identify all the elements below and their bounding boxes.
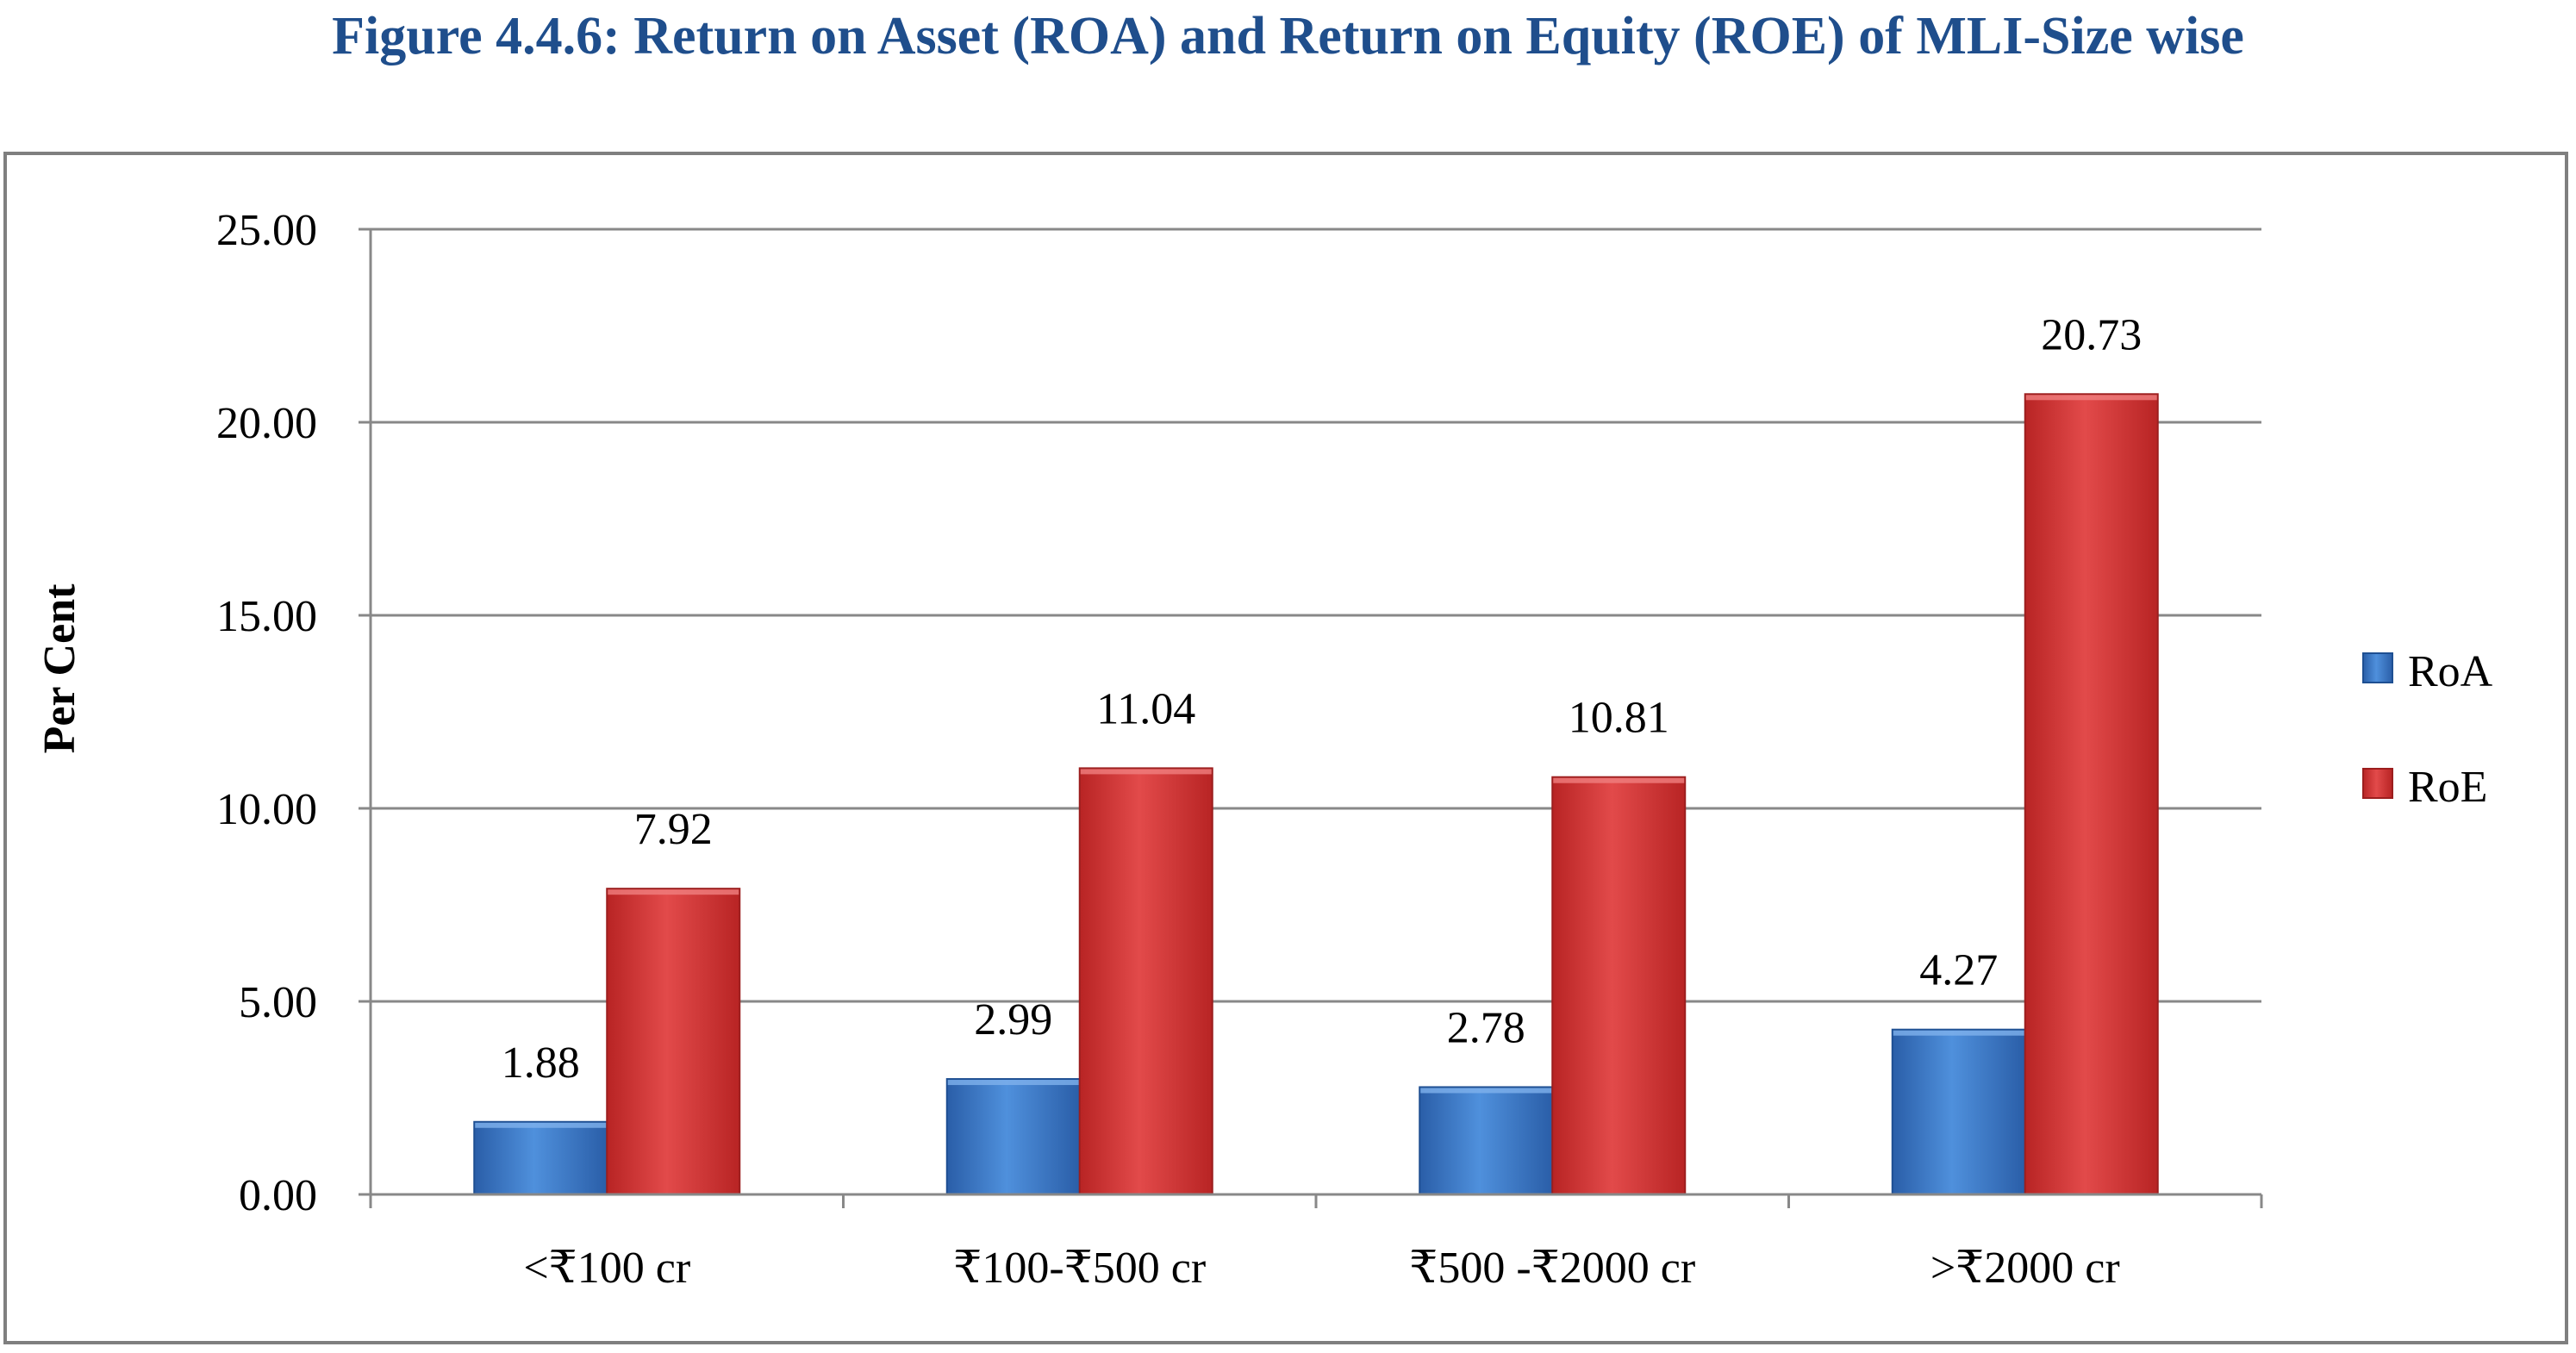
data-label-roa: 2.99 bbox=[974, 995, 1052, 1044]
y-tick-label: 10.00 bbox=[216, 785, 317, 834]
legend-swatch-roe bbox=[2362, 768, 2393, 799]
bar-cap-roa bbox=[947, 1080, 1079, 1086]
legend-label-roe: RoE bbox=[2408, 763, 2487, 812]
data-label-roe: 11.04 bbox=[1096, 684, 1195, 733]
data-label-roe: 7.92 bbox=[634, 805, 713, 854]
bar-cap-roa bbox=[1420, 1088, 1552, 1094]
legend-label-roa: RoA bbox=[2408, 647, 2493, 696]
y-tick-label: 0.00 bbox=[239, 1171, 317, 1220]
bar-chart: 0.00 5.00 10.00 15.00 20.00 25.00 1.88 7.92 2.9… bbox=[35, 206, 2493, 1293]
bars bbox=[473, 393, 2159, 1196]
data-label-roa: 2.78 bbox=[1447, 1003, 1525, 1052]
category-label: ₹100-₹500 cr bbox=[953, 1244, 1206, 1293]
legend: RoA RoE bbox=[2362, 647, 2493, 812]
bar-roe bbox=[2024, 393, 2159, 1195]
x-axis-categories: <₹100 cr ₹100-₹500 cr ₹500 -₹2000 cr >₹2000… bbox=[523, 1244, 2119, 1293]
axes bbox=[369, 229, 2263, 1208]
data-label-roa: 1.88 bbox=[502, 1038, 580, 1088]
y-axis-label: Per Cent bbox=[35, 583, 84, 754]
bar-roa bbox=[473, 1120, 608, 1195]
gridlines bbox=[371, 228, 2261, 1003]
category-label: <₹100 cr bbox=[523, 1244, 690, 1293]
data-labels: 1.88 7.92 2.99 11.04 2.78 10.81 4.27 20.73 bbox=[502, 310, 2143, 1087]
y-tick-label: 25.00 bbox=[216, 206, 317, 255]
bar-cap-roa bbox=[475, 1122, 607, 1128]
data-label-roe: 20.73 bbox=[2041, 310, 2142, 359]
category-label: ₹500 -₹2000 cr bbox=[1409, 1244, 1695, 1293]
bar-roe bbox=[1078, 767, 1213, 1196]
bar-roe bbox=[606, 888, 741, 1196]
bar-cap-roa bbox=[1893, 1030, 2024, 1036]
chart-frame: 0.00 5.00 10.00 15.00 20.00 25.00 1.88 7.92 2.9… bbox=[3, 152, 2568, 1344]
y-tick-label: 5.00 bbox=[239, 978, 317, 1027]
bar-cap-roe bbox=[1553, 777, 1685, 783]
category-label: >₹2000 cr bbox=[1930, 1244, 2120, 1293]
bar-roa bbox=[1419, 1086, 1554, 1196]
y-axis-ticks: 0.00 5.00 10.00 15.00 20.00 25.00 bbox=[216, 206, 371, 1220]
y-tick-label: 15.00 bbox=[216, 592, 317, 641]
legend-swatch-roa bbox=[2362, 652, 2393, 683]
data-label-roa: 4.27 bbox=[1919, 946, 1998, 995]
bar-roe bbox=[1551, 776, 1687, 1195]
figure-title: Figure 4.4.6: Return on Asset (ROA) and … bbox=[332, 7, 2244, 65]
bar-roa bbox=[1891, 1028, 2026, 1195]
bar-cap-roe bbox=[2025, 395, 2157, 401]
bar-cap-roe bbox=[608, 889, 739, 895]
data-label-roe: 10.81 bbox=[1569, 694, 1669, 743]
y-tick-label: 20.00 bbox=[216, 399, 317, 448]
bar-roa bbox=[945, 1078, 1081, 1195]
bar-cap-roe bbox=[1080, 769, 1212, 775]
